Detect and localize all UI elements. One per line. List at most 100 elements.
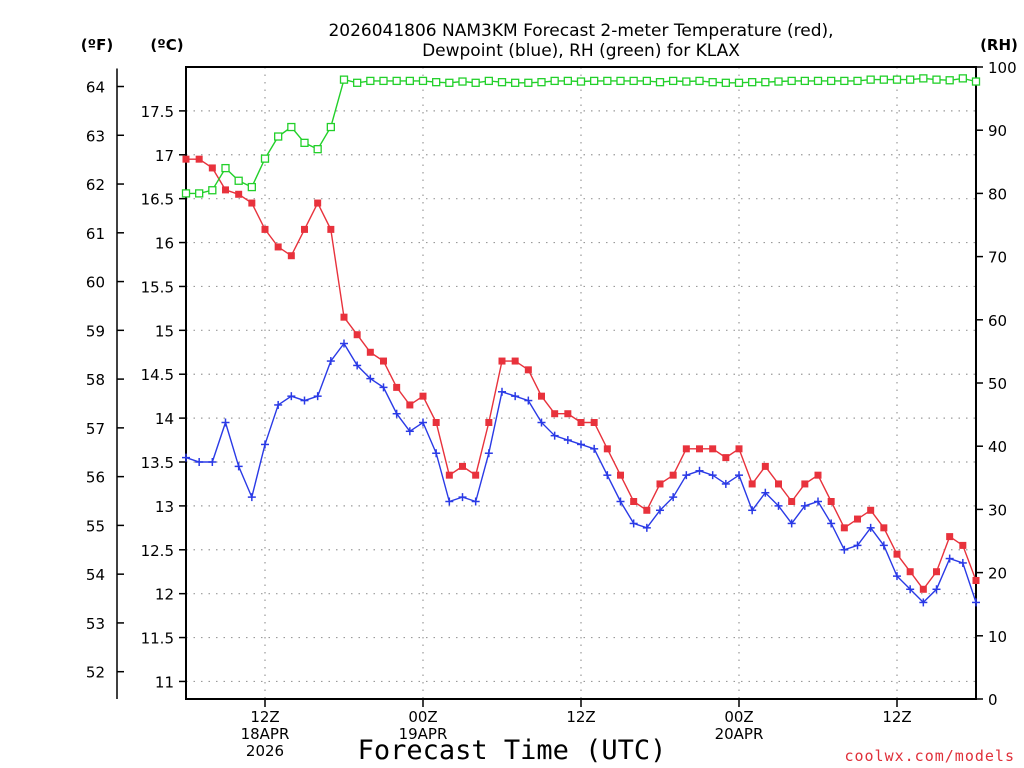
temperature-point	[498, 357, 506, 365]
dewpoint-point	[814, 497, 822, 506]
rh-point	[853, 76, 862, 86]
dewpoint-point	[366, 374, 375, 383]
fahrenheit-tick-label: 52	[86, 664, 105, 682]
temperature-point	[301, 225, 308, 233]
rh-point	[524, 78, 533, 87]
rh-tick-label: 100	[988, 59, 1017, 77]
dewpoint-point	[182, 453, 190, 462]
rh-axis: 0 10 20 30 40 50 60 70 80 90 100	[976, 59, 1017, 709]
celsius-tick-label: 11.5	[141, 630, 174, 648]
dewpoint-point	[419, 418, 427, 427]
temperature-point	[524, 366, 532, 374]
rh-point	[616, 76, 625, 86]
fahrenheit-tick-label: 58	[86, 371, 105, 389]
temperature-point	[722, 454, 730, 462]
celsius-axis: 11 11.5 12 12.5 13 13.5 14 14.5 15 15.5 16 16.5 17 17…	[141, 103, 186, 691]
temperature-point	[327, 225, 335, 233]
time-tick-label: 12Z	[882, 708, 911, 726]
dewpoint-point	[590, 444, 599, 453]
temperature-point	[208, 164, 216, 172]
dewpoint-point	[972, 598, 980, 607]
rh-point	[590, 76, 599, 86]
series-temperature	[182, 155, 980, 593]
rh-point	[379, 76, 388, 86]
dewpoint-point	[945, 554, 954, 563]
celsius-unit-label: (ºC)	[150, 36, 183, 54]
rh-point	[195, 189, 204, 198]
temperature-point	[538, 392, 545, 400]
temperature-point	[380, 357, 387, 365]
temperature-point	[827, 498, 835, 505]
dewpoint-point	[669, 493, 678, 502]
temperature-point	[590, 419, 598, 426]
temperature-point	[933, 568, 940, 576]
time-tick-label: 12Z	[566, 708, 595, 726]
dewpoint-point	[721, 479, 730, 488]
rh-point	[181, 189, 191, 198]
temperature-point	[669, 471, 677, 479]
dewpoint-point	[458, 493, 467, 502]
temperature-point	[551, 410, 559, 418]
x-axis-label: Forecast Time (UTC)	[358, 735, 667, 766]
temperature-point	[261, 225, 269, 233]
time-tick-label: 19APR	[399, 725, 448, 743]
rh-point	[576, 77, 586, 86]
rh-point	[247, 182, 256, 192]
rh-point	[774, 77, 783, 86]
rh-point	[366, 76, 375, 86]
celsius-tick-label: 17	[155, 147, 174, 165]
rh-point	[300, 138, 309, 147]
dewpoint-point	[840, 545, 849, 554]
rh-point	[313, 145, 322, 154]
rh-tick-label: 0	[988, 691, 998, 709]
temperature-point	[340, 313, 348, 321]
celsius-tick-label: 14	[155, 410, 174, 428]
celsius-tick-label: 16.5	[141, 191, 174, 209]
dewpoint-point	[932, 585, 941, 594]
rh-point	[208, 186, 217, 195]
celsius-tick-label: 14.5	[141, 366, 174, 384]
temperature-point	[709, 445, 717, 453]
dewpoint-point	[642, 523, 651, 532]
temperature-point	[696, 445, 703, 453]
rh-point	[432, 78, 441, 87]
rh-point	[840, 76, 849, 86]
fahrenheit-tick-label: 56	[86, 469, 105, 487]
rh-point	[418, 76, 428, 86]
fahrenheit-tick-label: 63	[86, 127, 105, 145]
rh-point	[787, 76, 796, 86]
dewpoint-point	[629, 519, 638, 528]
temperature-point	[603, 445, 611, 453]
temperature-point	[182, 155, 190, 163]
dewpoint-point	[906, 585, 915, 594]
dewpoint-point	[827, 519, 836, 528]
rh-point	[669, 76, 678, 86]
dewpoint-point	[195, 458, 204, 466]
temperature-point	[867, 506, 875, 514]
series-rh	[181, 74, 981, 198]
rh-point	[234, 176, 243, 185]
celsius-tick-label: 15.5	[141, 278, 174, 296]
rh-tick-label: 60	[988, 312, 1007, 330]
dewpoint-point	[511, 392, 520, 401]
rh-tick-label: 40	[988, 438, 1007, 456]
dewpoint-point	[577, 440, 585, 449]
time-tick-label: 00Z	[724, 708, 753, 726]
rh-point	[748, 78, 757, 87]
celsius-tick-label: 11	[155, 673, 174, 691]
temperature-point	[880, 524, 888, 532]
rh-point	[906, 75, 915, 84]
temperature-point	[222, 186, 229, 194]
dewpoint-point	[498, 387, 506, 396]
dewpoint-point	[261, 440, 269, 449]
temperature-point	[801, 480, 809, 488]
rh-point	[642, 76, 651, 86]
temperature-point	[406, 401, 414, 409]
rh-point	[971, 77, 981, 86]
rh-tick-label: 30	[988, 501, 1007, 519]
dewpoint-point	[563, 436, 572, 445]
fahrenheit-unit-label: (ºF)	[81, 36, 113, 54]
rh-point	[445, 78, 454, 87]
temperature-point	[840, 524, 848, 532]
